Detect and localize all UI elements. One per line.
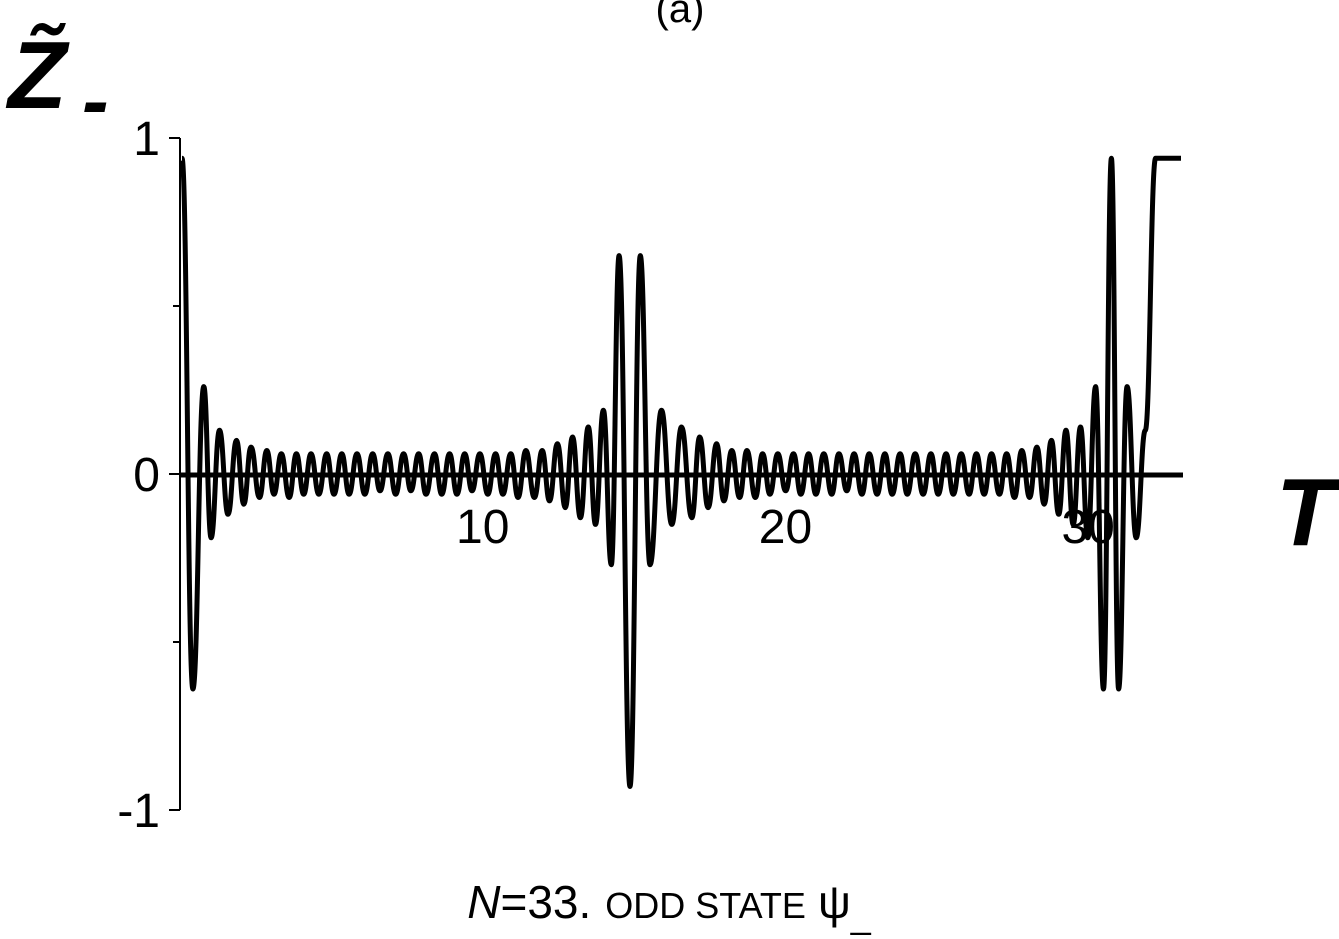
- x-tick-labels: 10 20 30: [456, 501, 1115, 554]
- y-major-ticks: [169, 137, 180, 811]
- y-tick-labels: -1 0 1: [117, 113, 160, 838]
- x-tick-label: 20: [759, 501, 812, 554]
- caption-psi-subscript: _: [850, 895, 872, 936]
- series-group: [179, 155, 1181, 789]
- series-line: [179, 155, 1181, 789]
- x-axis-label: T: [1276, 459, 1339, 566]
- caption-n-value: =33.: [500, 876, 591, 928]
- y-axis-label: Z̃ -: [5, 22, 109, 145]
- x-tick-label: 10: [456, 501, 509, 554]
- y-axis-label-symbol: Z̃: [5, 22, 70, 129]
- caption-n-symbol: N: [467, 876, 501, 928]
- y-tick-label: -1: [117, 785, 160, 838]
- caption-state-text: ODD STATE: [605, 885, 806, 926]
- chart-title: (a): [656, 0, 705, 31]
- caption-psi: ψ: [818, 876, 851, 928]
- y-axis-label-subscript: -: [82, 56, 109, 145]
- y-minor-ticks: [173, 305, 180, 643]
- y-tick-label: 1: [133, 113, 160, 166]
- y-tick-label: 0: [133, 449, 160, 502]
- caption: N=33. ODD STATE ψ_: [467, 876, 872, 936]
